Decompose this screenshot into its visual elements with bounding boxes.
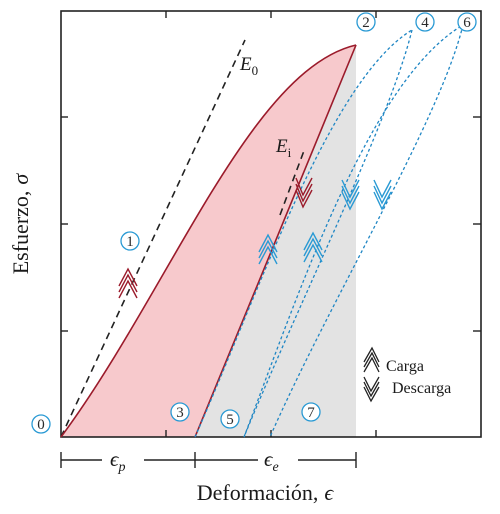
point-3: 3	[170, 402, 190, 422]
unload-line-6-7	[269, 24, 464, 438]
svg-text:7: 7	[307, 405, 315, 421]
legend-load-label: Carga	[386, 358, 424, 375]
unload-marker-red	[295, 177, 313, 209]
svg-text:0: 0	[37, 417, 45, 433]
svg-text:2: 2	[362, 15, 370, 31]
svg-text:6: 6	[463, 15, 471, 31]
elastic-strain-gap	[258, 448, 298, 472]
initial-modulus-line	[60, 39, 246, 438]
point-6: 6	[457, 12, 477, 32]
plastic-strain-label: ϵp	[110, 447, 125, 475]
point-0: 0	[31, 414, 51, 434]
legend-unload-label: Descarga	[392, 380, 451, 397]
y-axis-title: Esfuerzo,σ	[8, 173, 33, 275]
point-2: 2	[356, 12, 376, 32]
load-marker-red	[118, 267, 138, 299]
point-1: 1	[120, 231, 140, 251]
legend-load-icon	[363, 346, 380, 373]
elastic-strain-label: ϵe	[264, 447, 279, 475]
svg-text:3: 3	[176, 405, 184, 421]
x-axis-title: Deformación, ϵ	[197, 480, 335, 505]
svg-text:4: 4	[421, 15, 429, 31]
load-marker-blue-1	[258, 233, 278, 265]
e0-label: E0	[239, 54, 258, 78]
load-marker-blue-2	[303, 231, 323, 263]
unload-line-4-5	[243, 29, 413, 438]
point-4: 4	[415, 12, 435, 32]
reload-curve-5-6	[243, 24, 464, 438]
legend: Carga Descarga	[363, 346, 451, 403]
unload-marker-blue-1	[341, 179, 360, 211]
cyclic-curves	[194, 24, 464, 438]
loading-curve	[60, 44, 357, 438]
first-unloading-line	[194, 44, 357, 438]
svg-text:1: 1	[126, 234, 134, 250]
reload-curve-3-4	[194, 29, 413, 438]
legend-unload-icon	[363, 376, 380, 403]
point-7: 7	[301, 402, 321, 422]
ei-label: Ei	[275, 136, 292, 160]
unload-marker-blue-2	[373, 179, 392, 211]
plastic-work-region	[61, 45, 356, 437]
plastic-strain-gap	[102, 448, 144, 472]
point-5: 5	[220, 409, 240, 429]
svg-text:5: 5	[226, 412, 234, 428]
